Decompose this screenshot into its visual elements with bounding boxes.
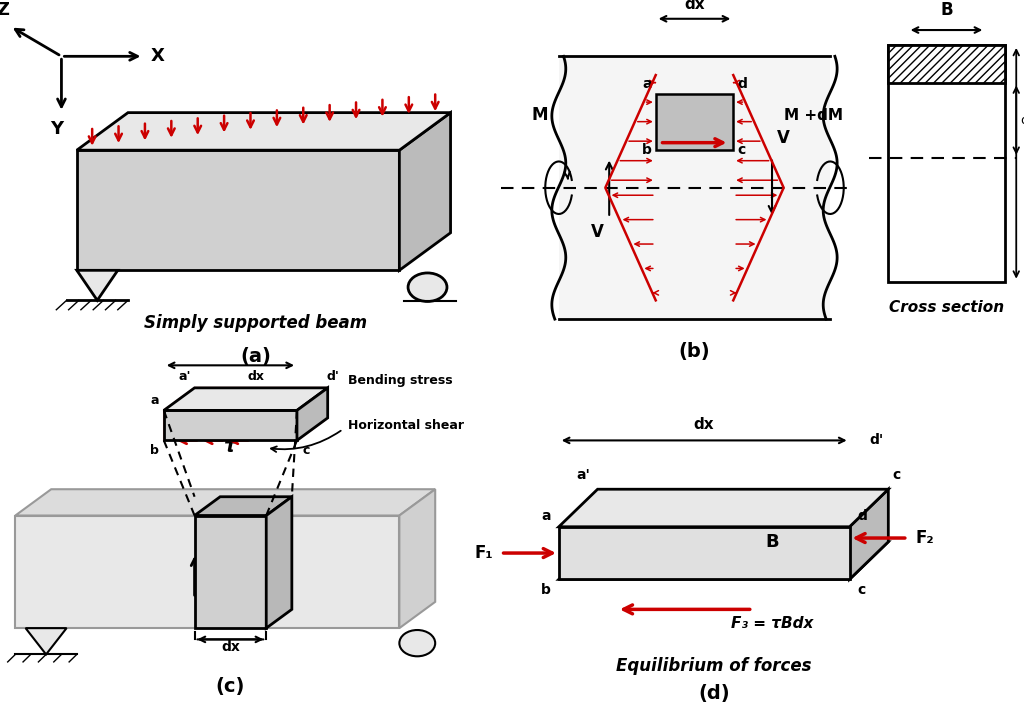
Text: a': a' xyxy=(178,370,190,383)
Polygon shape xyxy=(15,490,435,516)
Text: d: d xyxy=(857,509,867,523)
Circle shape xyxy=(399,630,435,656)
Text: dx: dx xyxy=(221,640,240,653)
Text: dx: dx xyxy=(684,0,705,12)
Text: (b): (b) xyxy=(679,342,711,361)
Polygon shape xyxy=(559,56,830,319)
Polygon shape xyxy=(888,45,1005,82)
Polygon shape xyxy=(559,527,850,579)
Text: F₃ = τBdx: F₃ = τBdx xyxy=(731,616,813,631)
Text: dₑ: dₑ xyxy=(1020,113,1024,126)
Text: b: b xyxy=(642,143,652,157)
Text: d: d xyxy=(737,77,748,91)
Text: Z: Z xyxy=(0,1,9,19)
Polygon shape xyxy=(399,113,451,270)
Polygon shape xyxy=(655,94,733,150)
Polygon shape xyxy=(164,388,328,410)
Polygon shape xyxy=(164,410,297,440)
Text: c: c xyxy=(302,444,309,457)
Polygon shape xyxy=(77,270,118,300)
Text: dx: dx xyxy=(248,370,264,383)
Text: V: V xyxy=(591,222,604,240)
Polygon shape xyxy=(297,388,328,440)
Polygon shape xyxy=(77,150,399,270)
Text: B: B xyxy=(765,533,779,551)
Polygon shape xyxy=(77,113,451,150)
Polygon shape xyxy=(164,410,297,440)
Text: (c): (c) xyxy=(216,677,245,696)
Text: a: a xyxy=(642,77,652,91)
Text: Y: Y xyxy=(50,120,62,138)
Text: c: c xyxy=(892,468,900,482)
Text: Equilibrium of forces: Equilibrium of forces xyxy=(616,657,812,674)
Text: d': d' xyxy=(327,370,339,383)
Text: Horizontal shear: Horizontal shear xyxy=(348,419,464,432)
Polygon shape xyxy=(850,490,888,579)
Text: X: X xyxy=(152,48,165,65)
Polygon shape xyxy=(195,497,292,516)
Text: a': a' xyxy=(575,468,590,482)
Text: a: a xyxy=(542,509,551,523)
Text: a: a xyxy=(151,393,159,406)
Text: (a): (a) xyxy=(241,347,271,366)
Text: V: V xyxy=(777,129,791,147)
Text: b: b xyxy=(541,583,551,597)
Polygon shape xyxy=(297,388,328,440)
Text: dx: dx xyxy=(694,417,715,432)
Polygon shape xyxy=(559,490,888,527)
Text: (d): (d) xyxy=(698,684,730,703)
Text: d: d xyxy=(302,393,311,406)
Polygon shape xyxy=(266,497,292,628)
Text: Cross section: Cross section xyxy=(889,300,1004,315)
Polygon shape xyxy=(399,490,435,628)
Polygon shape xyxy=(26,628,67,654)
Polygon shape xyxy=(888,45,1005,282)
Text: d': d' xyxy=(869,433,883,448)
Text: B: B xyxy=(940,1,952,19)
Text: c: c xyxy=(737,143,745,157)
Polygon shape xyxy=(559,542,888,579)
Polygon shape xyxy=(164,388,328,410)
Text: Simply supported beam: Simply supported beam xyxy=(144,314,368,332)
Polygon shape xyxy=(195,516,266,628)
Text: Bending stress: Bending stress xyxy=(348,374,453,387)
Circle shape xyxy=(408,273,447,302)
Text: M: M xyxy=(531,106,548,124)
Text: τ: τ xyxy=(224,437,237,456)
Text: F₁: F₁ xyxy=(474,544,493,562)
Text: F₂: F₂ xyxy=(915,529,934,547)
Text: c: c xyxy=(857,583,865,597)
Text: M +dM: M +dM xyxy=(783,108,843,123)
Polygon shape xyxy=(15,516,399,628)
Text: b: b xyxy=(150,444,159,457)
